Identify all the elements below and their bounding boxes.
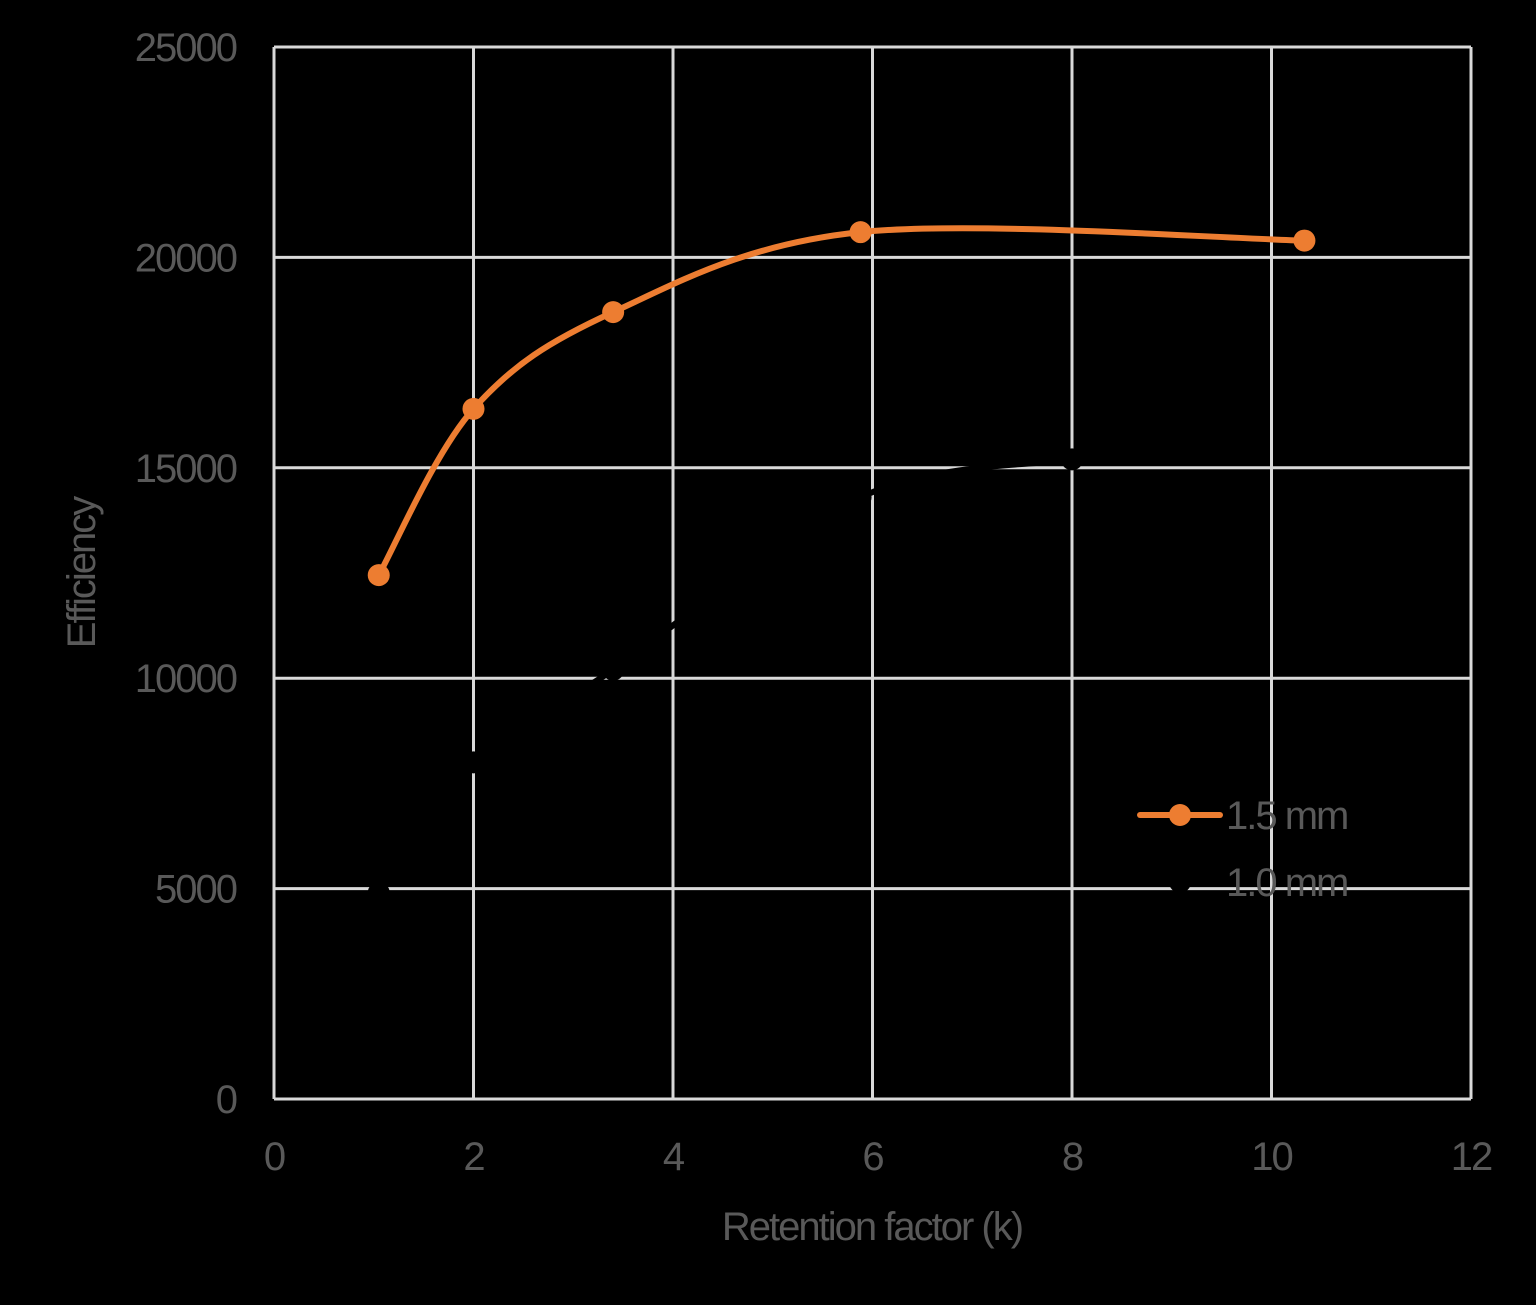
x-tick-label: 10 (1251, 1135, 1292, 1179)
data-point-marker[interactable] (602, 301, 625, 324)
legend-marker-icon (1169, 804, 1191, 826)
x-tick-label: 12 (1451, 1135, 1492, 1179)
series-1-5-mm (367, 221, 1316, 587)
x-axis-ticks: 0 2 4 6 8 10 12 (264, 1135, 1494, 1179)
legend-label: 1.5 mm (1226, 794, 1347, 838)
x-tick-label: 6 (862, 1135, 883, 1179)
y-tick-label: 5000 (155, 868, 237, 912)
legend-label: 1.0 mm (1226, 861, 1347, 905)
y-tick-label: 20000 (135, 236, 237, 280)
gridlines (272, 45, 1473, 1101)
legend-item-1-5mm[interactable]: 1.5 mm (1137, 794, 1349, 838)
y-tick-label: 0 (216, 1078, 237, 1122)
x-axis-title: Retention factor (k) (722, 1205, 1022, 1249)
y-axis-title: Efficiency (60, 496, 104, 648)
data-point-marker[interactable] (1293, 229, 1316, 252)
y-tick-label: 15000 (135, 447, 237, 491)
series-line (375, 456, 1075, 896)
y-tick-label: 10000 (135, 657, 237, 701)
data-point-marker[interactable] (849, 486, 872, 509)
data-point-marker[interactable] (849, 221, 872, 244)
series-layer (367, 221, 1316, 904)
data-point-marker[interactable] (367, 564, 390, 587)
x-tick-label: 0 (264, 1135, 285, 1179)
x-tick-label: 8 (1062, 1135, 1083, 1179)
legend-marker-icon (1169, 871, 1191, 893)
data-point-marker[interactable] (1061, 448, 1083, 471)
data-point-marker[interactable] (462, 397, 485, 420)
y-axis-ticks: 0 5000 10000 15000 20000 25000 (135, 26, 239, 1122)
data-point-marker[interactable] (367, 881, 390, 904)
data-point-marker[interactable] (462, 751, 485, 774)
legend: 1.5 mm 1.0 mm (1137, 794, 1349, 905)
series-1-0-mm (367, 448, 1083, 904)
x-tick-label: 4 (663, 1135, 685, 1179)
y-tick-label: 25000 (135, 26, 237, 70)
data-point-marker[interactable] (602, 658, 625, 681)
series-line (375, 225, 1308, 579)
legend-item-1-0mm[interactable]: 1.0 mm (1137, 861, 1349, 905)
x-tick-label: 2 (463, 1135, 484, 1179)
